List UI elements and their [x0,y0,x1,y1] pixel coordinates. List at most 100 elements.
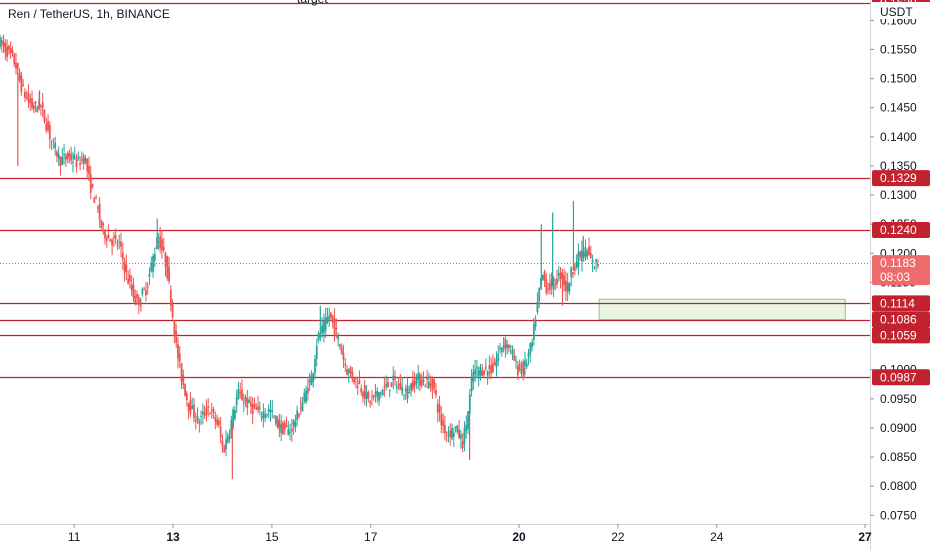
candle-body [305,390,307,403]
candle [145,281,147,302]
candle [203,405,206,420]
candle [283,419,286,436]
candle [468,389,471,414]
candle [66,151,69,164]
candle-body [575,261,578,268]
candle [299,396,302,415]
candle [315,338,318,367]
candle-body [367,391,370,399]
candle-body [593,266,596,268]
candle [591,254,594,273]
candle [217,417,220,428]
candle [4,39,7,60]
candle [363,379,366,406]
candle-body [72,162,74,164]
candle [395,381,398,394]
candle [194,412,197,430]
y-tick-label: 0.1350 [880,159,917,173]
candle-body [527,352,530,358]
candle-body [225,439,227,450]
time-axis [0,525,870,550]
candle-body [59,157,62,166]
candle-body [246,398,249,409]
candle [337,332,340,347]
candle-body [177,343,179,359]
candle [538,287,541,309]
candle [520,360,523,377]
candle [269,400,272,422]
candle [403,394,405,401]
candle [579,250,582,261]
candle-body [406,386,409,399]
candle-body [239,391,242,393]
candle [595,258,598,272]
candle [34,100,37,113]
candle [246,389,249,416]
candle-body [150,262,153,272]
candle [63,143,65,165]
candle [298,412,300,419]
candle [443,415,446,441]
candle-body [417,373,420,380]
x-tick-label: 20 [512,530,526,544]
candle-body [162,246,165,251]
candle-body [397,384,400,386]
candle [77,151,80,161]
candle-body [363,385,366,399]
candle-body [486,371,489,376]
candle-body [111,240,114,246]
candle-body [232,409,235,427]
candle [54,136,57,156]
candle [532,317,535,346]
candle [426,369,428,389]
candle-body [130,284,133,291]
candle [95,194,97,200]
candle-body [96,207,99,209]
candle-body [495,359,498,368]
candle-body [589,253,592,259]
candle [513,348,516,361]
candle-body [383,386,386,388]
x-tick-label: 22 [611,530,625,544]
candle-body [216,419,219,425]
candle-body [369,401,372,404]
candle [410,382,412,397]
candle [230,415,233,439]
candle [118,234,121,250]
candle-body [506,344,509,348]
candle-body [303,392,306,402]
candle [36,105,39,113]
candle [566,272,569,302]
candle [499,342,501,354]
candle [168,256,170,285]
candle [379,391,382,399]
candle [116,239,119,250]
candle-body [570,266,573,278]
candle [431,376,434,399]
y-tick-label: 0.0850 [880,450,917,464]
candle-body [306,387,309,394]
candle-body [13,54,16,64]
candle-body [102,223,105,226]
candle-body [189,400,192,414]
candle-body [431,377,434,390]
candle-body [532,324,535,340]
candle [476,359,478,378]
candle-body [15,62,17,69]
candle [273,414,275,419]
candle-body [524,360,526,366]
candle [219,417,222,444]
candle [223,444,226,453]
candle-body [572,272,574,274]
candle-body [388,389,391,392]
candle [454,426,457,433]
candle [137,294,140,315]
candle [306,378,309,401]
candle [32,101,35,114]
candle-body [157,241,160,243]
candle [360,384,363,396]
candle-body [474,369,477,375]
candle-body [178,353,181,362]
